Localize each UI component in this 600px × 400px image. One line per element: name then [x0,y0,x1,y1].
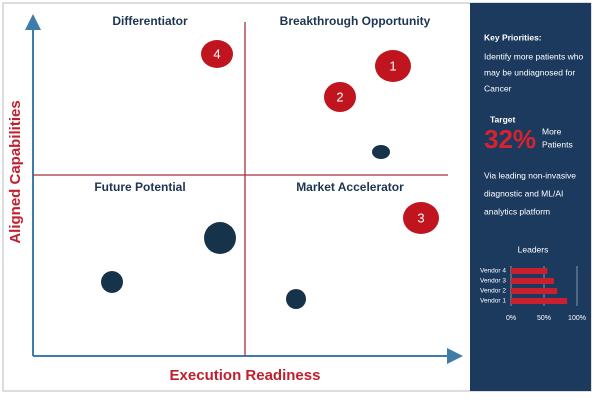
target-suffix: More [542,126,562,136]
y-tick-label: Vendor 4 [480,268,506,275]
chart-title: Leaders [518,244,549,254]
y-axis-title: Aligned Capabilities [7,100,24,243]
bubble-label: 2 [336,89,343,104]
bubble-label: 3 [417,210,424,225]
bubble [375,50,411,82]
quadrant-label: Future Potential [94,180,185,194]
x-tick-label: 50% [537,315,551,322]
sidebar-text: diagnostic and ML/AI [484,188,563,198]
sidebar-text: Identify more patients who [484,51,583,61]
quadrant-label: Differentiator [112,14,188,28]
bar [511,278,554,284]
bubble [204,222,236,254]
sidebar-text: analytics platform [484,206,550,216]
bubble-label: 1 [389,58,396,73]
sidebar-text: Via leading non-invasive [484,170,576,180]
y-tick-label: Vendor 2 [480,288,506,295]
quadrant-label: Breakthrough Opportunity [280,14,431,28]
x-tick-label: 0% [506,315,516,322]
quadrant-label: Market Accelerator [296,180,404,194]
bubble [201,40,233,68]
x-axis-title: Execution Readiness [170,367,321,384]
x-tick-label: 100% [568,315,586,322]
target-label: Target [490,114,516,124]
y-tick-label: Vendor 3 [480,278,506,285]
sidebar-text: Cancer [484,83,512,93]
sidebar-heading: Key Priorities: [484,32,542,42]
target-suffix: Patients [542,139,573,149]
bubble [324,82,356,112]
bubble [101,271,123,293]
sidebar-text: may be undiagnosed for [484,67,575,77]
target-value: 32% [484,124,536,154]
sidebar-panel [470,3,591,391]
bubble [372,145,390,159]
bubble [286,289,306,309]
bubble-label: 4 [213,46,220,61]
bar [511,298,568,304]
y-tick-label: Vendor 1 [480,298,506,305]
bar [511,268,548,274]
bubble [403,202,439,234]
bar [511,288,558,294]
